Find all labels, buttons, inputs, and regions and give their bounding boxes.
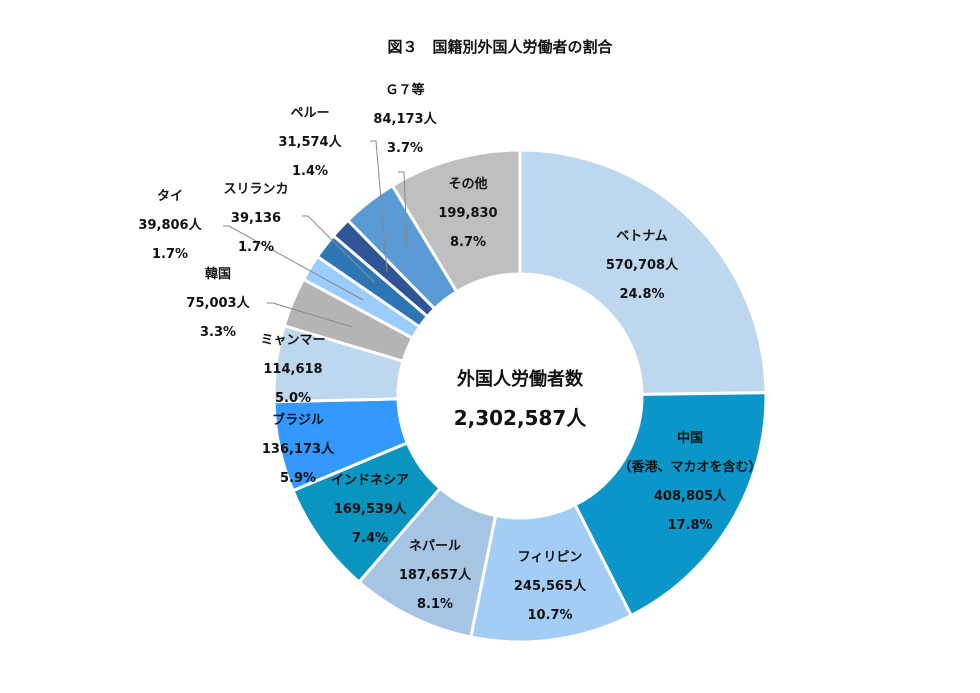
data-label-0: ベトナム 570,708人 24.8% xyxy=(606,222,678,309)
label-value-label: 31,574人 xyxy=(278,135,342,150)
label-percent-label: 7.4% xyxy=(351,531,389,546)
data-label-12: その他 199,830 8.7% xyxy=(438,170,497,257)
label-name: ベトナム xyxy=(616,229,668,244)
label-value-label: 408,805人 xyxy=(653,489,727,504)
center-label: 外国人労働者数 2,302,587人 xyxy=(454,362,587,438)
data-label-4: インドネシア 169,539人 7.4% xyxy=(331,466,409,553)
label-value-label: 199,830 xyxy=(438,206,498,221)
label-value-label: 136,173人 xyxy=(261,442,335,457)
label-name: ペルー xyxy=(290,106,330,121)
label-name: 中国 xyxy=(676,431,704,446)
label-percent-label: 1.7% xyxy=(151,247,189,262)
leader-line-korea xyxy=(267,302,353,328)
data-label-3: ネパール 187,657人 8.1% xyxy=(399,532,471,619)
leader-line-g7 xyxy=(398,171,408,250)
label-percent-label: 3.3% xyxy=(199,325,237,340)
label-name: ミャンマー xyxy=(260,333,326,348)
slice-1 xyxy=(573,391,768,618)
leader-line-srilanka xyxy=(302,215,376,284)
slice-0 xyxy=(518,148,768,396)
label-value-label: 84,173人 xyxy=(373,112,437,127)
data-label-9: スリランカ 39,136 1.7% xyxy=(223,175,288,262)
label-name: インドネシア xyxy=(330,473,410,488)
data-label-1: 中国 （香港、マカオを含む） 408,805人 17.8% xyxy=(618,424,761,540)
label-percent-label: 3.7% xyxy=(386,141,424,156)
label-percent-label: 5.0% xyxy=(274,391,312,406)
label-percent-label: 10.7% xyxy=(527,608,573,623)
center-total: 2,302,587人 xyxy=(453,406,587,430)
label-value-label: 169,539人 xyxy=(333,502,407,517)
chart-title: 図３ 国籍別外国人労働者の割合 xyxy=(387,38,613,56)
data-label-11: Ｇ７等 84,173人 3.7% xyxy=(373,76,436,163)
label-name: スリランカ xyxy=(223,182,289,197)
label-value-label: 39,136 xyxy=(230,211,282,226)
label-value-label: 570,708人 xyxy=(605,258,679,273)
label-percent-label: 8.1% xyxy=(416,597,454,612)
label-percent-label: 5.9% xyxy=(279,471,317,486)
label-name: フィリピン xyxy=(517,550,583,565)
data-label-5: ブラジル 136,173人 5.9% xyxy=(262,406,334,493)
slice-12 xyxy=(390,148,522,294)
label-sub: （香港、マカオを含む） xyxy=(618,460,762,475)
label-percent-label: 17.8% xyxy=(667,518,713,533)
data-label-8: タイ 39,806人 1.7% xyxy=(138,182,201,269)
label-value-label: 75,003人 xyxy=(186,296,250,311)
data-label-2: フィリピン 245,565人 10.7% xyxy=(514,543,586,630)
label-value-label: 114,618 xyxy=(263,362,323,377)
data-label-10: ペルー 31,574人 1.4% xyxy=(278,99,341,186)
center-title: 外国人労働者数 xyxy=(456,369,583,390)
label-percent-label: 1.7% xyxy=(237,240,275,255)
label-value-label: 187,657人 xyxy=(398,568,472,583)
leader-line-peru xyxy=(370,140,388,273)
label-name: Ｇ７等 xyxy=(385,83,425,98)
label-percent-label: 1.4% xyxy=(291,164,329,179)
data-label-7: 韓国 75,003人 3.3% xyxy=(186,260,249,347)
label-name: その他 xyxy=(448,177,488,192)
label-name: ネパール xyxy=(408,539,461,554)
data-label-6: ミャンマー 114,618 5.0% xyxy=(260,326,325,413)
label-name: タイ xyxy=(156,189,184,204)
label-percent-label: 8.7% xyxy=(449,235,487,250)
leader-line-thai xyxy=(223,225,364,301)
label-value-label: 39,806人 xyxy=(138,218,202,233)
label-value-label: 245,565人 xyxy=(513,579,587,594)
label-name: ブラジル xyxy=(272,413,324,428)
label-name: 韓国 xyxy=(204,267,232,282)
label-percent-label: 24.8% xyxy=(619,287,665,302)
